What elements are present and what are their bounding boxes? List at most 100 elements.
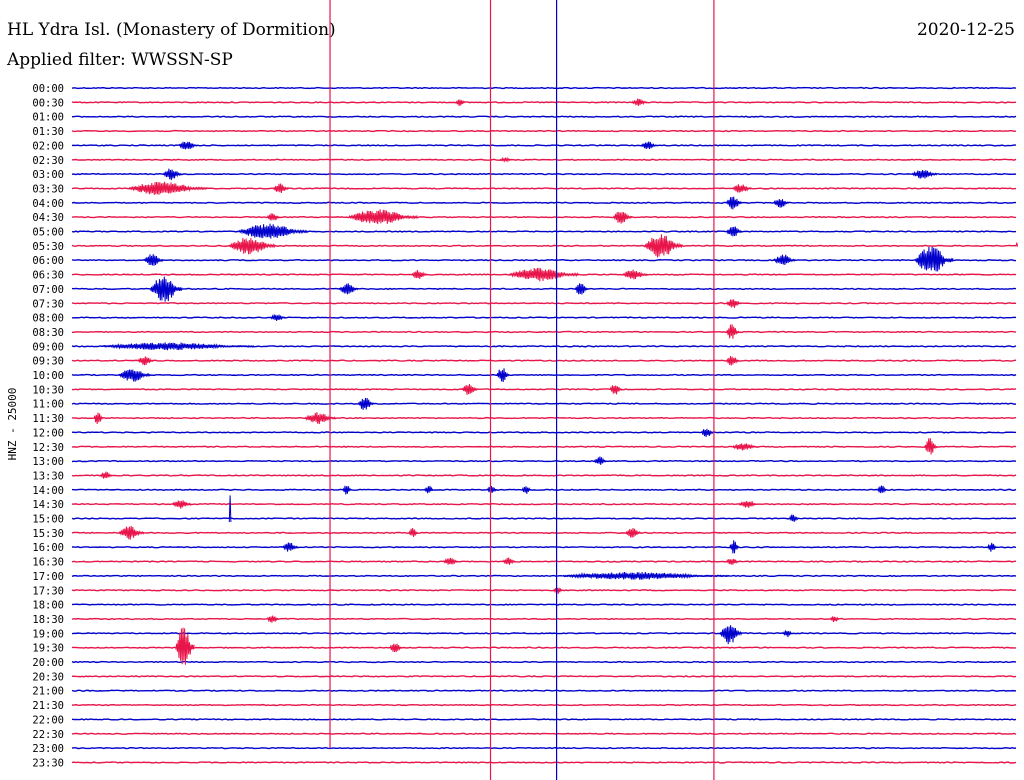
seismic-event	[726, 558, 739, 565]
seismic-event	[178, 141, 198, 150]
trace-line	[71, 287, 1017, 291]
seismic-event	[118, 369, 151, 382]
row-time-label: 10:00	[32, 370, 64, 382]
trace-line	[71, 689, 1017, 692]
station-title: HL Ydra Isl. (Monastery of Dormition)	[7, 20, 336, 40]
row-time-label: 13:30	[32, 470, 64, 482]
seismic-event	[389, 643, 403, 653]
row-time-label: 20:00	[32, 657, 64, 669]
seismic-event	[272, 183, 290, 194]
row-time-label: 15:30	[32, 528, 64, 540]
seismic-event	[496, 368, 510, 383]
seismic-event	[788, 514, 799, 522]
seismic-event	[175, 627, 195, 665]
row-time-label: 09:30	[32, 356, 64, 368]
trace-line	[71, 215, 1017, 219]
seismic-event	[726, 196, 743, 210]
row-time-label: 04:00	[32, 198, 64, 210]
row-time-label: 05:00	[32, 227, 64, 239]
trace-line	[71, 560, 1017, 563]
seismic-event	[357, 397, 374, 410]
seismic-event	[609, 385, 623, 395]
trace-line	[71, 431, 1017, 434]
seismic-event	[732, 184, 752, 193]
vertical-markers	[329, 0, 715, 780]
row-time-label: 00:00	[32, 83, 64, 95]
trace-line	[71, 445, 1017, 448]
trace-line	[71, 502, 1017, 506]
row-time-label: 22:00	[32, 714, 64, 726]
trace-line	[71, 718, 1017, 721]
trace-line	[71, 187, 1017, 190]
seismic-event	[641, 141, 658, 150]
seismic-event	[150, 276, 183, 302]
seismic-event	[118, 525, 145, 540]
row-time-label: 01:00	[32, 112, 64, 124]
seismic-event	[99, 471, 113, 479]
trace-line	[71, 574, 1017, 578]
seismic-event	[782, 630, 793, 638]
row-time-label: 11:30	[32, 413, 64, 425]
trace-line	[71, 617, 1017, 621]
seismic-event	[738, 500, 758, 508]
seismic-event	[266, 615, 280, 623]
seismic-event	[726, 226, 743, 237]
trace-line	[71, 373, 1017, 377]
trace-line	[71, 531, 1017, 535]
seismic-event	[103, 342, 255, 351]
row-time-label: 18:00	[32, 600, 64, 612]
row-time-label: 02:00	[32, 140, 64, 152]
row-time-label: 15:00	[32, 514, 64, 526]
seismic-event	[269, 314, 286, 321]
seismic-event	[137, 356, 154, 366]
trace-line	[71, 589, 1017, 592]
seismic-event	[342, 485, 352, 495]
seismic-event	[521, 486, 532, 494]
trace-line	[71, 144, 1017, 147]
row-time-label: 21:00	[32, 686, 64, 698]
row-time-label: 03:00	[32, 169, 64, 181]
seismic-event	[93, 412, 104, 424]
row-time-label: 00:30	[32, 97, 64, 109]
seismic-event	[726, 324, 739, 339]
trace-line	[71, 746, 1017, 750]
seismic-event	[1015, 242, 1019, 247]
row-time-label: 07:00	[32, 284, 64, 296]
trace-line	[71, 546, 1017, 549]
trace-line	[71, 302, 1017, 305]
seismic-event	[162, 168, 183, 181]
seismic-event	[411, 270, 428, 279]
row-time-label: 06:30	[32, 270, 64, 282]
trace-line	[71, 632, 1017, 635]
row-time-label: 21:30	[32, 700, 64, 712]
trace-line	[71, 259, 1017, 262]
seismic-event	[829, 616, 840, 623]
trace-line	[71, 703, 1017, 707]
helicorder-traces	[71, 86, 1019, 764]
row-time-label: 19:00	[32, 628, 64, 640]
seismic-event	[924, 438, 938, 455]
trace-line	[71, 474, 1017, 477]
row-time-label: 16:00	[32, 542, 64, 554]
seismic-event	[622, 269, 648, 280]
seismic-event	[128, 181, 208, 196]
seismic-event	[499, 156, 513, 163]
seismic-event	[423, 485, 434, 494]
row-time-label: 22:30	[32, 729, 64, 741]
seismic-event	[455, 99, 466, 107]
trace-line	[71, 115, 1017, 118]
trace-line	[71, 230, 1017, 233]
trace-line	[71, 388, 1017, 391]
row-time-label: 12:30	[32, 442, 64, 454]
seismic-event	[143, 254, 164, 266]
seismic-event	[502, 557, 516, 565]
row-time-label: 06:00	[32, 255, 64, 267]
row-time-label: 19:30	[32, 643, 64, 655]
trace-line	[71, 101, 1017, 104]
seismic-event	[442, 557, 459, 565]
row-time-label: 10:30	[32, 384, 64, 396]
seismic-event	[726, 299, 743, 308]
filter-label: Applied filter: WWSSN-SP	[7, 50, 233, 70]
seismic-event	[304, 412, 337, 424]
